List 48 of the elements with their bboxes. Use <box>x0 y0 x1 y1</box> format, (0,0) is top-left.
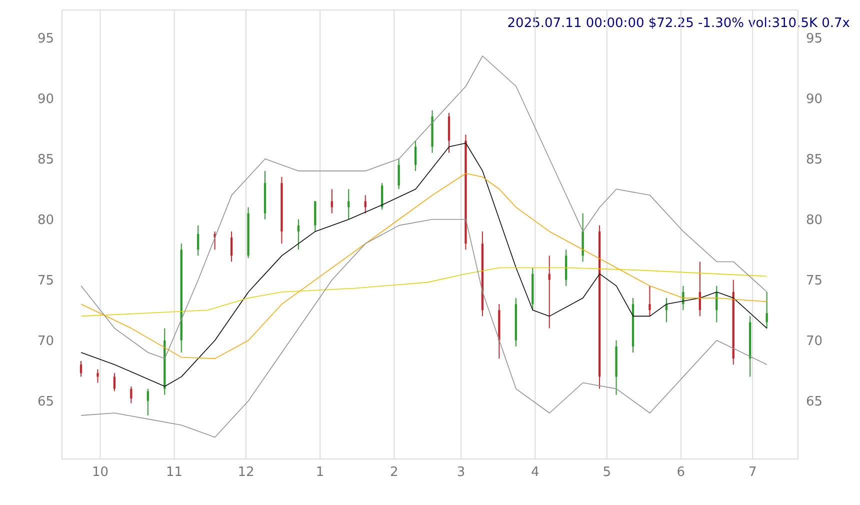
y-tick-label: 80 <box>37 212 54 228</box>
line-series <box>80 172 768 359</box>
y-tick-label: 95 <box>37 31 54 46</box>
candlestick <box>348 188 350 220</box>
x-tick-label: 10 <box>92 465 109 480</box>
y2-tick-label: 65 <box>806 394 823 410</box>
text: 2025.07.11 00:00:00 $72.25 -1.30% vol:310.5K 0.7x <box>507 16 850 31</box>
x-tick-label: 5 <box>602 465 611 480</box>
x-tick-label: 2 <box>390 465 398 480</box>
candlestick <box>548 255 550 329</box>
x-tick-label: 12 <box>238 465 254 480</box>
candlestick <box>330 188 333 214</box>
candlestick <box>96 368 99 384</box>
line-series <box>80 267 768 317</box>
x-tick-label: 1 <box>316 465 324 480</box>
y-tick-label: 65 <box>37 394 54 410</box>
y-tick-label: 90 <box>37 92 54 107</box>
x-tick-label: 4 <box>531 465 540 480</box>
y-tick-label: 85 <box>37 152 54 168</box>
candlestick <box>297 218 300 250</box>
y2-tick-label: 90 <box>806 92 823 107</box>
candlestick <box>197 224 200 256</box>
x-tick-label: 11 <box>166 465 183 480</box>
candlestick <box>80 360 82 378</box>
candlestick <box>682 285 684 311</box>
line-series <box>80 218 768 438</box>
y2-tick-label: 75 <box>806 274 823 288</box>
y2-tick-label: 85 <box>806 152 823 168</box>
candlestick <box>648 285 651 317</box>
x-tick-label: 7 <box>748 465 757 480</box>
y2-tick-label: 95 <box>806 31 823 46</box>
x-tick-label: 3 <box>456 465 466 480</box>
candlestick <box>130 386 132 404</box>
y2-tick-label: 70 <box>806 334 823 350</box>
y-tick-label: 75 <box>37 274 54 288</box>
candlestick <box>398 158 400 190</box>
y-tick-label: 70 <box>37 334 54 350</box>
candlestick <box>381 182 384 210</box>
candlestick <box>364 194 366 214</box>
y2-tick-label: 80 <box>806 212 823 228</box>
candlestick <box>766 291 768 329</box>
candlestick <box>230 230 233 262</box>
candlestick <box>414 140 417 172</box>
line-series <box>80 56 768 359</box>
x-tick-label: 6 <box>676 465 686 480</box>
line-series <box>80 142 768 387</box>
candlestick <box>113 372 116 392</box>
candlestick <box>146 388 149 416</box>
